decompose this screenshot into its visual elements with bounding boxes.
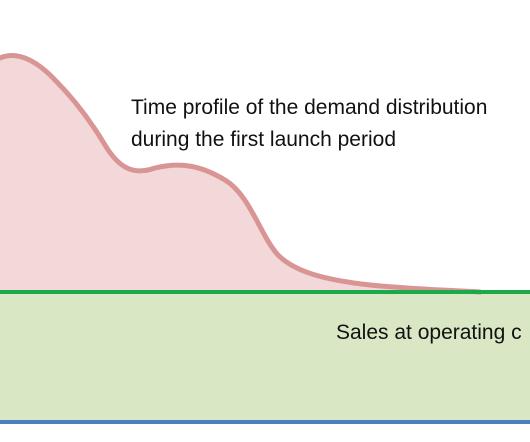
operating-capacity-band [0,292,530,422]
band-label: Sales at operating c [336,321,522,344]
demand-curve-line [0,52,483,295]
demand-curve-area [0,55,480,292]
curve-label-line1: Time profile of the demand distribution [131,96,487,119]
curve-label-line2: during the first launch period [131,128,396,151]
